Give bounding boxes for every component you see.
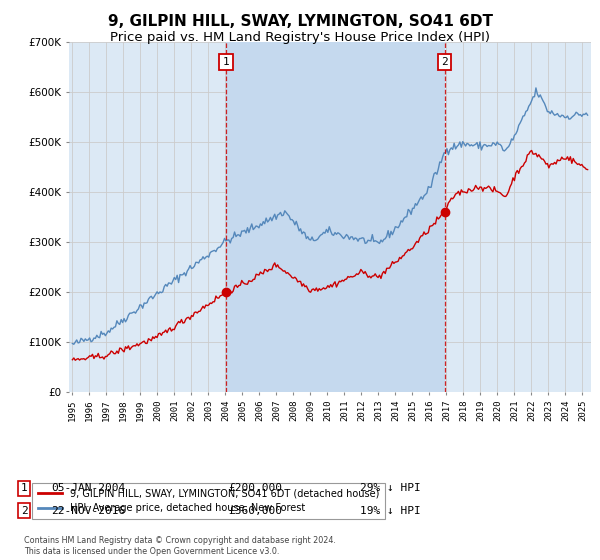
Text: Price paid vs. HM Land Registry's House Price Index (HPI): Price paid vs. HM Land Registry's House …	[110, 31, 490, 44]
Text: £360,000: £360,000	[228, 506, 282, 516]
Text: 05-JAN-2004: 05-JAN-2004	[51, 483, 125, 493]
Legend: 9, GILPIN HILL, SWAY, LYMINGTON, SO41 6DT (detached house), HPI: Average price, : 9, GILPIN HILL, SWAY, LYMINGTON, SO41 6D…	[32, 483, 385, 519]
Text: 1: 1	[20, 483, 28, 493]
Text: £200,000: £200,000	[228, 483, 282, 493]
Text: Contains HM Land Registry data © Crown copyright and database right 2024.
This d: Contains HM Land Registry data © Crown c…	[24, 536, 336, 556]
Text: 9, GILPIN HILL, SWAY, LYMINGTON, SO41 6DT: 9, GILPIN HILL, SWAY, LYMINGTON, SO41 6D…	[107, 14, 493, 29]
Text: 2: 2	[442, 57, 448, 67]
Text: 22-NOV-2016: 22-NOV-2016	[51, 506, 125, 516]
Text: 2: 2	[20, 506, 28, 516]
Text: 19% ↓ HPI: 19% ↓ HPI	[360, 506, 421, 516]
Bar	[226, 42, 445, 392]
Text: 1: 1	[223, 57, 229, 67]
Text: 29% ↓ HPI: 29% ↓ HPI	[360, 483, 421, 493]
